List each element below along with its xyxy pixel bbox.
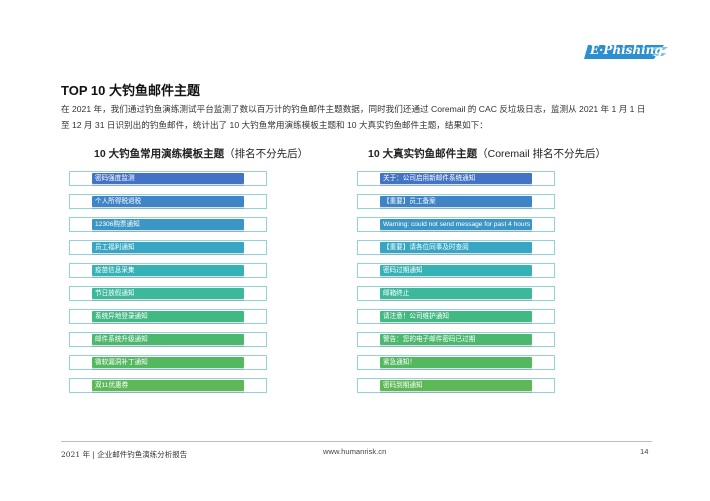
right-heading-bold: 10 大真实钓鱼邮件主题	[368, 148, 478, 160]
item-frame	[357, 217, 555, 232]
list-item: 关于：公司启用新邮件系统通知	[357, 171, 557, 186]
section-paragraph: 在 2021 年，我们通过钓鱼演练测试平台监测了数以百万计的钓鱼邮件主题数据，同…	[61, 104, 646, 130]
item-label: 微软漏洞补丁通知	[95, 358, 148, 366]
list-item: Warning: could not send message for past…	[357, 217, 557, 232]
left-heading-bold: 10 大钓鱼常用演练模板主题	[94, 148, 225, 160]
footer-report-title: 2021 年 | 企业邮件钓鱼演练分析报告	[61, 450, 188, 459]
item-bar	[380, 196, 532, 209]
e-phishing-logo	[584, 45, 668, 59]
item-frame	[357, 171, 555, 186]
right-heading-note: （Coremail 排名不分先后）	[477, 148, 607, 160]
item-label: 双11优惠券	[95, 381, 129, 389]
item-bar	[380, 288, 532, 301]
item-bar	[92, 357, 244, 370]
item-bar	[92, 196, 244, 209]
item-frame	[357, 286, 555, 301]
item-frame	[357, 332, 555, 347]
item-bar	[92, 242, 244, 255]
item-frame	[69, 332, 267, 347]
list-item: 节日放假通知	[69, 286, 269, 301]
item-label: 关于：公司启用新邮件系统通知	[383, 174, 476, 182]
section-title: TOP 10 大钓鱼邮件主题	[61, 83, 200, 98]
item-bar	[380, 334, 532, 347]
list-item: 微软漏洞补丁通知	[69, 355, 269, 370]
item-bar	[380, 265, 532, 278]
list-item: 疫苗信息采集	[69, 263, 269, 278]
list-item: 邮箱终止	[357, 286, 557, 301]
right-topic-list: 关于：公司启用新邮件系统通知 【重要】员工备案 Warning: could not…	[357, 171, 557, 401]
list-item: 【重要】员工备案	[357, 194, 557, 209]
item-frame	[69, 217, 267, 232]
list-item: 双11优惠券	[69, 378, 269, 393]
item-bar	[380, 311, 532, 324]
item-label: 请注意！公司维护通知	[383, 312, 449, 320]
item-bar	[380, 219, 532, 232]
item-bar	[380, 173, 532, 186]
left-column-heading: 10 大钓鱼常用演练模板主题（排名不分先后）	[94, 146, 308, 161]
item-frame	[69, 378, 267, 393]
item-bar	[92, 311, 244, 324]
item-bar	[92, 219, 244, 232]
item-frame	[357, 309, 555, 324]
item-label: 警告：您的电子邮件密码已过期	[383, 335, 476, 343]
logo-text: E·Phishing	[590, 43, 663, 57]
item-bar	[92, 265, 244, 278]
list-item: 系统异地登录通知	[69, 309, 269, 324]
list-item: 邮件系统升级通知	[69, 332, 269, 347]
item-bar	[380, 380, 532, 393]
item-bar	[92, 334, 244, 347]
item-label: 【重要】员工备案	[383, 197, 436, 205]
list-item: 【重要】请各位同事及时查阅	[357, 240, 557, 255]
list-item: 密码到期通知	[357, 378, 557, 393]
item-label: 密码到期通知	[383, 381, 423, 389]
left-heading-note: （排名不分先后）	[224, 148, 309, 160]
item-label: 疫苗信息采集	[95, 266, 135, 274]
list-item: 密码过期通知	[357, 263, 557, 278]
item-frame	[357, 355, 555, 370]
item-label: 员工福利通知	[95, 243, 135, 251]
item-bar	[92, 288, 244, 301]
footer-website: www.humanrisk.cn	[323, 447, 387, 456]
item-frame	[69, 355, 267, 370]
list-item: 紧急通知！	[357, 355, 557, 370]
list-item: 密码强度监测	[69, 171, 269, 186]
item-frame	[69, 171, 267, 186]
item-label: 邮箱终止	[383, 289, 410, 297]
item-bar	[380, 242, 532, 255]
item-label: 邮件系统升级通知	[95, 335, 148, 343]
item-frame	[69, 240, 267, 255]
left-topic-list: 密码强度监测 个人所得税退税 12306购票通知 员工福利通知 疫苗信息采集 节日放假通知…	[69, 171, 269, 401]
right-column-heading: 10 大真实钓鱼邮件主题（Coremail 排名不分先后）	[368, 146, 606, 161]
list-item: 员工福利通知	[69, 240, 269, 255]
item-bar	[92, 173, 244, 186]
item-frame	[69, 286, 267, 301]
item-frame	[357, 194, 555, 209]
list-item: 12306购票通知	[69, 217, 269, 232]
item-label: 密码过期通知	[383, 266, 423, 274]
list-item: 个人所得税退税	[69, 194, 269, 209]
item-bar	[380, 357, 532, 370]
item-frame	[357, 263, 555, 278]
item-bar	[92, 380, 244, 393]
item-frame	[357, 240, 555, 255]
item-frame	[357, 378, 555, 393]
item-label: 个人所得税退税	[95, 197, 142, 205]
item-frame	[69, 263, 267, 278]
item-label: 节日放假通知	[95, 289, 135, 297]
list-item: 警告：您的电子邮件密码已过期	[357, 332, 557, 347]
item-label: 紧急通知！	[383, 358, 416, 366]
item-label: 12306购票通知	[95, 220, 140, 228]
item-label: Warning: could not send message for past…	[383, 220, 531, 228]
item-label: 【重要】请各位同事及时查阅	[383, 243, 469, 251]
item-frame	[69, 194, 267, 209]
item-label: 系统异地登录通知	[95, 312, 148, 320]
item-label: 密码强度监测	[95, 174, 135, 182]
item-frame	[69, 309, 267, 324]
page-number: 14	[640, 447, 649, 456]
list-item: 请注意！公司维护通知	[357, 309, 557, 324]
footer-divider	[61, 441, 652, 442]
